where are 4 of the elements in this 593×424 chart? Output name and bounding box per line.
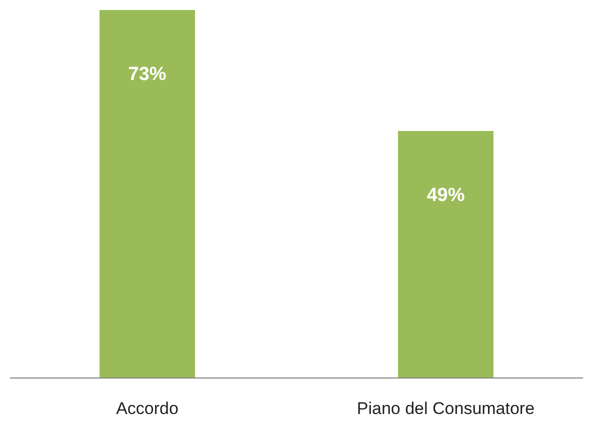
x-tick-label: Piano del Consumatore [356,399,535,418]
x-tick-label: Accordo [116,399,178,418]
data-label: 49% [426,184,465,206]
data-label: 73% [128,64,166,85]
